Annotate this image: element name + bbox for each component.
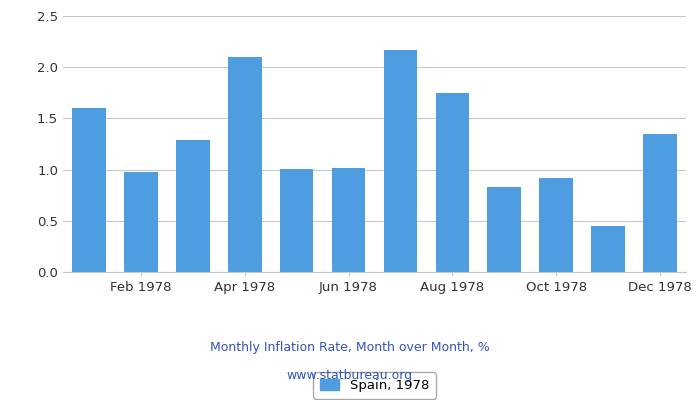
Bar	[592, 226, 625, 272]
Bar	[124, 172, 158, 272]
Text: Monthly Inflation Rate, Month over Month, %: Monthly Inflation Rate, Month over Month…	[210, 342, 490, 354]
Bar	[332, 168, 365, 272]
Bar	[280, 168, 314, 272]
Bar	[435, 93, 469, 272]
Bar	[487, 187, 522, 272]
Bar	[643, 134, 677, 272]
Text: www.statbureau.org: www.statbureau.org	[287, 370, 413, 382]
Bar	[176, 140, 210, 272]
Bar	[539, 178, 573, 272]
Bar	[384, 50, 417, 272]
Bar	[72, 108, 106, 272]
Bar	[228, 57, 262, 272]
Legend: Spain, 1978: Spain, 1978	[313, 372, 436, 398]
